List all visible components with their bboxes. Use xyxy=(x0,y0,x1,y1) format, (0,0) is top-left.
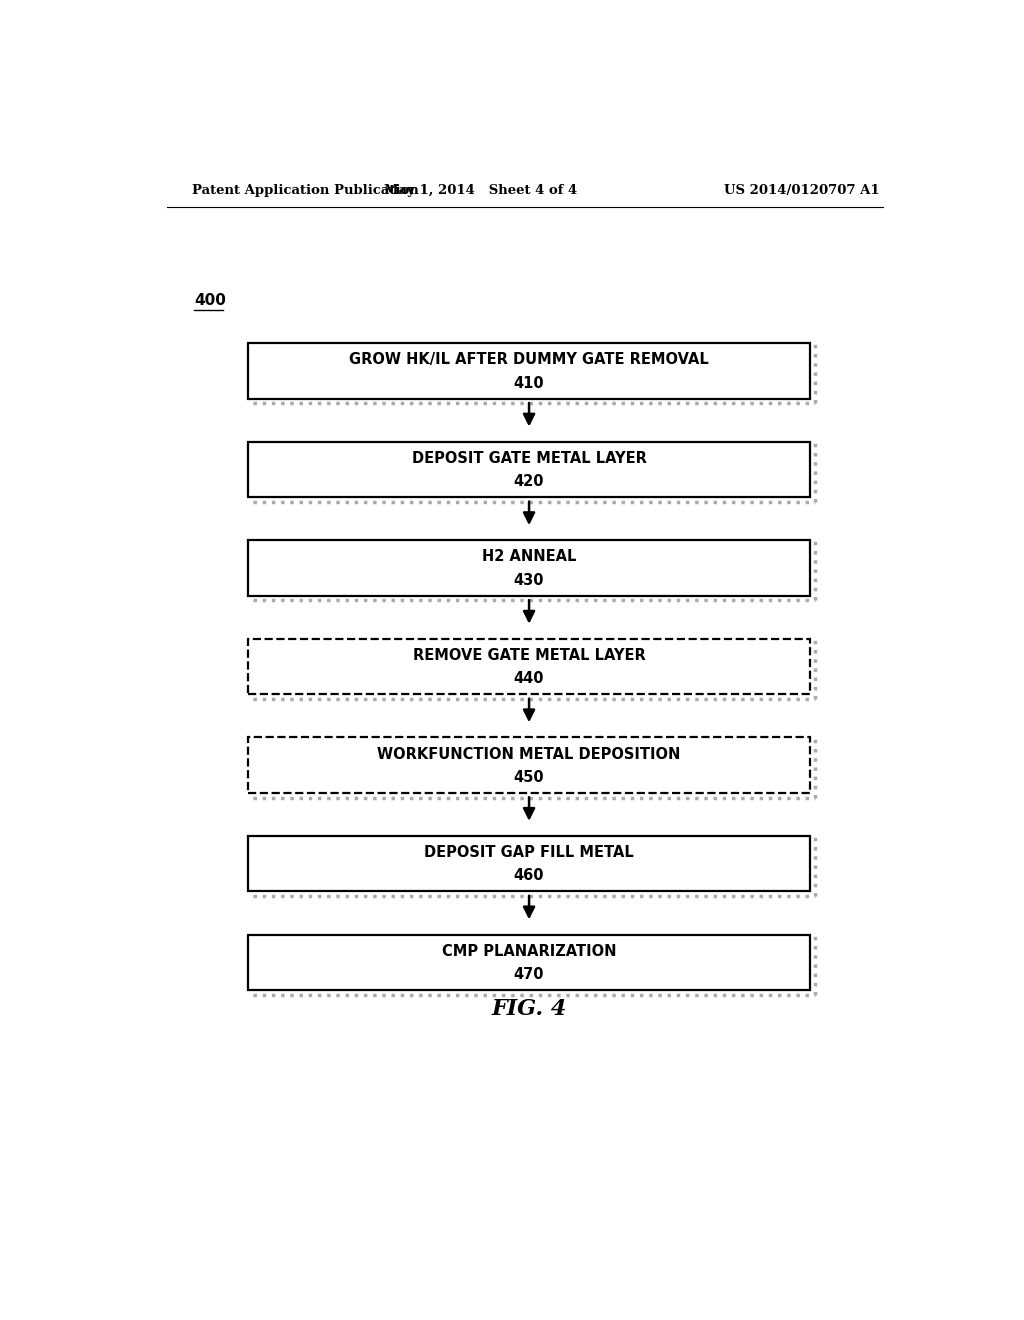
Text: US 2014/0120707 A1: US 2014/0120707 A1 xyxy=(724,185,880,197)
Text: 470: 470 xyxy=(514,968,545,982)
Text: DEPOSIT GATE METAL LAYER: DEPOSIT GATE METAL LAYER xyxy=(412,451,646,466)
Text: FIG. 4: FIG. 4 xyxy=(492,998,566,1020)
Text: 420: 420 xyxy=(514,474,545,490)
Bar xyxy=(248,540,810,595)
Text: WORKFUNCTION METAL DEPOSITION: WORKFUNCTION METAL DEPOSITION xyxy=(378,747,681,762)
Bar xyxy=(248,836,810,891)
Text: 460: 460 xyxy=(514,869,545,883)
Text: 400: 400 xyxy=(194,293,225,309)
Text: May 1, 2014   Sheet 4 of 4: May 1, 2014 Sheet 4 of 4 xyxy=(384,185,578,197)
Text: CMP PLANARIZATION: CMP PLANARIZATION xyxy=(441,944,616,958)
Text: 440: 440 xyxy=(514,672,545,686)
Text: 410: 410 xyxy=(514,376,545,391)
Text: GROW HK/IL AFTER DUMMY GATE REMOVAL: GROW HK/IL AFTER DUMMY GATE REMOVAL xyxy=(349,352,709,367)
Text: REMOVE GATE METAL LAYER: REMOVE GATE METAL LAYER xyxy=(413,648,645,663)
Bar xyxy=(248,935,810,990)
Text: H2 ANNEAL: H2 ANNEAL xyxy=(482,549,577,565)
Bar xyxy=(248,442,810,498)
Bar xyxy=(248,343,810,399)
Bar xyxy=(248,738,810,793)
Text: 430: 430 xyxy=(514,573,545,587)
Text: DEPOSIT GAP FILL METAL: DEPOSIT GAP FILL METAL xyxy=(424,845,634,861)
Bar xyxy=(248,639,810,694)
Text: Patent Application Publication: Patent Application Publication xyxy=(191,185,418,197)
Text: 450: 450 xyxy=(514,770,545,785)
